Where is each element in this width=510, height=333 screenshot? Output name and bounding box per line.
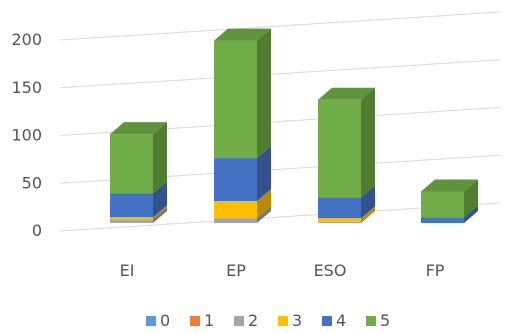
bar-segment-ESO-series-3 (318, 206, 375, 223)
bar-segment-ESO-series-5 (318, 87, 375, 198)
legend-swatch (366, 316, 376, 326)
bar-segment-FP-series-4 (421, 205, 478, 223)
gridline (59, 59, 501, 89)
legend-label: 1 (204, 311, 214, 330)
gridline (59, 11, 501, 41)
bar-front (110, 219, 153, 223)
legend-swatch (190, 316, 200, 326)
bar-segment-EP-series-2 (214, 206, 271, 223)
bar-side (257, 206, 271, 223)
legend-label: 5 (380, 311, 390, 330)
legend-label: 2 (248, 311, 258, 330)
bar-top (421, 179, 478, 192)
bar-front (214, 201, 257, 219)
bar-side (153, 207, 167, 223)
bar-top (318, 87, 375, 100)
bar-side (464, 205, 478, 223)
legend-item-4: 4 (322, 311, 346, 330)
bar-side (153, 205, 167, 220)
bar-front (318, 218, 361, 223)
bar-segment-FP-series-5 (421, 179, 478, 218)
bar-side (153, 181, 167, 218)
legend-swatch (146, 316, 156, 326)
x-axis: EI EP ESO FP (120, 261, 445, 280)
y-tick-label: 0 (32, 221, 42, 240)
legend-swatch (278, 316, 288, 326)
bar-front (421, 191, 464, 218)
x-tick-label: EP (226, 261, 246, 280)
x-tick-label: FP (426, 261, 445, 280)
bar-front (318, 197, 361, 219)
bar-front (214, 40, 257, 159)
bar-segment-EP-series-3 (214, 189, 271, 219)
legend-item-0: 0 (146, 311, 170, 330)
bar-segment-EI-series-5 (110, 122, 167, 194)
bar-front (110, 134, 153, 194)
legend-label: 4 (336, 311, 346, 330)
y-axis: 0 50 100 150 200 (11, 30, 42, 240)
y-tick-label: 150 (11, 78, 42, 97)
bar-side (257, 189, 271, 219)
y-tick-label: 200 (11, 30, 42, 49)
bar-segment-ESO-series-4 (318, 185, 375, 219)
bar-segment-EI-series-4 (110, 181, 167, 218)
bar-side (361, 87, 375, 198)
legend-label: 0 (160, 311, 170, 330)
legend-item-3: 3 (278, 311, 302, 330)
bar-segment-ESO-series-2 (318, 210, 375, 223)
legend-swatch (234, 316, 244, 326)
bar-front (318, 222, 361, 223)
legend-swatch (322, 316, 332, 326)
x-tick-label: EI (120, 261, 135, 280)
bar-side (257, 146, 271, 202)
y-tick-label: 100 (11, 126, 42, 145)
bar-side (361, 185, 375, 219)
legend-item-1: 1 (190, 311, 214, 330)
bar-side (361, 210, 375, 223)
bar-side (153, 122, 167, 194)
bar-front (421, 217, 464, 223)
bar-top (110, 122, 167, 135)
legend-item-2: 2 (234, 311, 258, 330)
x-tick-label: ESO (314, 261, 347, 280)
bar-segment-EP-series-4 (214, 146, 271, 202)
legend-item-5: 5 (366, 311, 390, 330)
bars (110, 28, 478, 223)
legend-label: 3 (292, 311, 302, 330)
bar-side (464, 179, 478, 218)
bar-segment-EP-series-5 (214, 28, 271, 159)
bar-segment-EI-series-3 (110, 205, 167, 220)
bar-front (214, 158, 257, 202)
legend: 0 1 2 3 4 5 (146, 311, 390, 330)
y-tick-label: 50 (22, 173, 42, 192)
bar-front (110, 217, 153, 220)
bar-side (361, 206, 375, 223)
bar-front (110, 193, 153, 218)
bar-top (214, 28, 271, 41)
bar-front (214, 218, 257, 223)
bar-side (257, 28, 271, 159)
bar-segment-EI-series-2 (110, 207, 167, 223)
bar-front (318, 99, 361, 198)
